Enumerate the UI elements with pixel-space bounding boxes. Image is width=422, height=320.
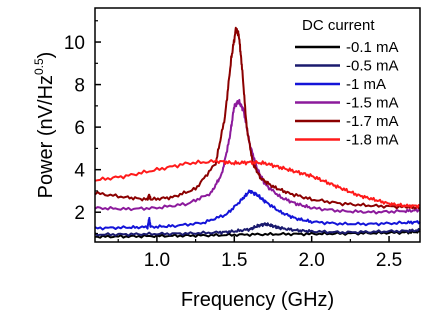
ticks-layer: 1.0 1.5 2.0 2.5 2 4 6 8 10 [64,20,402,271]
series-line-2 [94,222,421,237]
legend-label-4: -1.5 mA [346,95,399,112]
y-axis-label-close: ) [35,52,57,59]
series-line-6 [94,159,421,209]
legend-title: DC current [302,17,375,34]
x-tick-label: 1.0 [144,250,170,271]
legend-label-5: -1.7 mA [346,113,399,130]
y-tick-label: 10 [64,33,85,54]
svg-text:Power (nV/Hz0.5): Power (nV/Hz0.5) [32,52,57,199]
x-axis-label: Frequency (GHz) [181,289,334,311]
series-line-5 [94,26,421,210]
legend-label-3: -1 mA [346,76,386,93]
x-tick-label: 2.5 [376,250,402,271]
series-layer [94,26,421,239]
x-tick-label: 1.5 [221,250,247,271]
legend: DC current -0.1 mA -0.5 mA-1 mA -1.5 mA-1.7… [295,17,399,149]
legend-label-6: -1.8 mA [346,132,399,149]
legend-label-1: -0.1 mA [346,39,399,56]
y-axis-label: Power (nV/Hz0.5) [32,52,57,199]
y-axis-label-exponent: 0.5 [32,58,46,75]
y-tick-label: 6 [74,118,85,139]
plot-frame [94,7,421,243]
y-tick-label: 8 [74,76,85,97]
legend-label-2: -0.5 mA [346,58,399,75]
x-tick-label: 2.0 [298,250,324,271]
series-line-3 [94,189,421,231]
y-tick-label: 2 [74,203,85,224]
y-axis-label-main: Power (nV/Hz [35,75,57,198]
y-tick-label: 4 [74,161,85,182]
